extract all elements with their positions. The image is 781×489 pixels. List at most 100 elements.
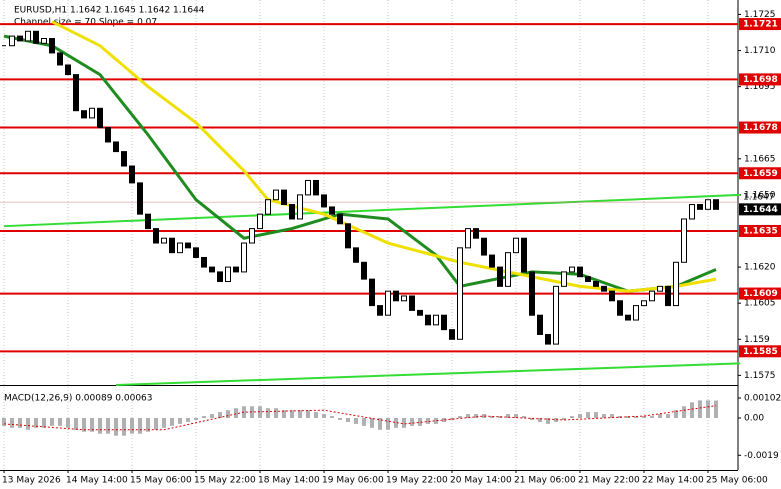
- candle: [625, 314, 631, 321]
- macd-bar: [58, 418, 62, 426]
- candle: [569, 266, 575, 273]
- macd-bar: [130, 418, 134, 434]
- macd-bar: [370, 418, 374, 428]
- candle: [249, 228, 255, 244]
- candle: [193, 247, 199, 258]
- candle: [465, 228, 471, 249]
- macd-bar: [602, 414, 606, 419]
- macd-bar: [90, 418, 94, 432]
- macd-bar: [226, 410, 230, 419]
- x-tick-label: 15 May 06:00: [130, 476, 192, 486]
- macd-bar: [546, 418, 550, 424]
- level-label: 1.1678: [743, 123, 778, 133]
- x-tick-label: 19 May 22:00: [386, 476, 448, 486]
- macd-bar: [290, 410, 294, 419]
- candle: [185, 242, 191, 249]
- macd-bar: [322, 414, 326, 419]
- y-tick-label: 1.1695: [744, 82, 776, 92]
- candle: [657, 285, 663, 292]
- level-label-bg: [739, 225, 781, 237]
- candle: [393, 290, 399, 302]
- macd-bar: [194, 418, 198, 420]
- candle: [425, 314, 431, 326]
- candle: [97, 107, 103, 129]
- y-tick-label: 1.1620: [744, 263, 776, 273]
- macd-bar: [298, 410, 302, 419]
- candle: [297, 194, 303, 220]
- x-tick-label: 21 May 06:00: [514, 476, 576, 486]
- macd-bar: [82, 418, 86, 432]
- candle: [521, 237, 527, 273]
- x-tick-label: 19 May 06:00: [322, 476, 384, 486]
- candle: [233, 266, 239, 273]
- candle: [161, 237, 167, 244]
- candle: [505, 252, 511, 287]
- macd-bar: [530, 418, 534, 420]
- level-label: 1.1721: [743, 20, 778, 30]
- candle: [593, 281, 599, 287]
- candle: [577, 266, 583, 278]
- macd-bar: [50, 418, 54, 426]
- level-label-bg: [739, 167, 781, 180]
- candle: [305, 179, 311, 196]
- candle: [113, 141, 119, 153]
- candle: [473, 228, 479, 239]
- candle: [489, 254, 495, 268]
- candle: [257, 213, 263, 230]
- macd-bar: [458, 416, 462, 419]
- level-label-bg: [739, 121, 781, 134]
- level-label-bg: [739, 345, 781, 358]
- macd-y-tick-label: 0.00: [744, 414, 764, 424]
- macd-bar: [570, 416, 574, 419]
- macd-bar: [698, 400, 702, 419]
- candle: [177, 242, 183, 254]
- candle: [537, 314, 543, 335]
- candle: [681, 218, 687, 263]
- candle: [553, 285, 559, 345]
- macd-bar: [618, 416, 622, 419]
- macd-signal: [3, 405, 717, 431]
- macd-bar: [386, 418, 390, 430]
- macd-bar: [562, 418, 566, 420]
- x-tick-label: 22 May 14:00: [642, 476, 704, 486]
- candle: [65, 64, 71, 76]
- candle: [41, 38, 47, 44]
- macd-bar: [338, 418, 342, 420]
- x-tick-label: 20 May 14:00: [450, 476, 512, 486]
- macd-bar: [394, 418, 398, 428]
- macd-bar: [138, 418, 142, 434]
- y-tick-label: 1.1650: [744, 190, 776, 200]
- macd-bar: [594, 412, 598, 419]
- candle: [697, 204, 703, 210]
- current-price-bg: [739, 203, 781, 216]
- x-tick-label: 14 May 14:00: [66, 476, 128, 486]
- macd-bar: [114, 418, 118, 436]
- candle: [433, 314, 439, 326]
- candle: [265, 199, 271, 215]
- candle: [153, 228, 159, 244]
- y-tick-label: 1.1725: [744, 10, 776, 20]
- candle: [417, 309, 423, 316]
- level-label-bg: [739, 287, 781, 300]
- candle: [369, 278, 375, 307]
- macd-bar: [554, 418, 558, 422]
- macd-title: MACD(12,26,9) 0.00089 0.00063: [4, 394, 153, 404]
- macd-bar: [522, 416, 526, 419]
- candle: [409, 295, 415, 311]
- macd-bar: [18, 418, 22, 428]
- macd-bar: [682, 406, 686, 419]
- chart-title: EURUSD,H1 1.1642 1.1645 1.1642 1.1644: [14, 6, 205, 16]
- macd-bar: [306, 410, 310, 419]
- macd-bar: [234, 408, 238, 419]
- candle: [585, 276, 591, 283]
- candle: [225, 266, 231, 283]
- macd-bar: [418, 418, 422, 426]
- macd-bar: [466, 414, 470, 419]
- macd-bar: [2, 418, 6, 426]
- macd-bar: [170, 418, 174, 426]
- candle: [81, 110, 87, 119]
- macd-bar: [10, 418, 14, 428]
- y-tick-label: 1.1665: [744, 154, 776, 164]
- level-label: 1.1635: [743, 227, 778, 237]
- macd-bar: [658, 414, 662, 419]
